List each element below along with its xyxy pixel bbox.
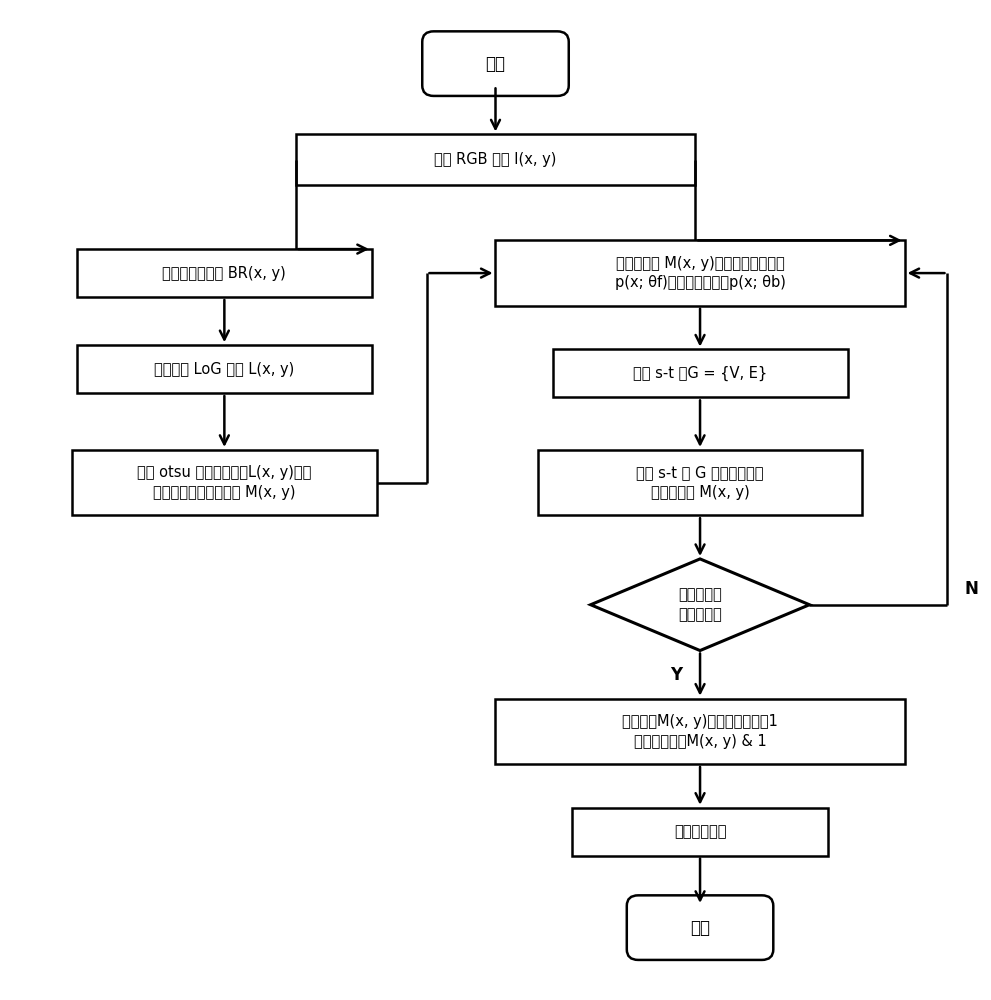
Text: 构建 s-t 图G = {V, E}: 构建 s-t 图G = {V, E} (633, 366, 767, 381)
Text: 基于 otsu 算法计算图像L(x, y)的阈
值，进而计算出标记图 M(x, y): 基于 otsu 算法计算图像L(x, y)的阈 值，进而计算出标记图 M(x, … (137, 465, 311, 500)
Bar (295, 134, 696, 185)
Text: 形态学开操作: 形态学开操作 (674, 824, 726, 839)
Text: N: N (964, 580, 978, 598)
Text: 对标记图M(x, y)的每个像素值与1
进行与运算：M(x, y) & 1: 对标记图M(x, y)的每个像素值与1 进行与运算：M(x, y) & 1 (622, 714, 778, 749)
Bar (77, 345, 372, 393)
FancyBboxPatch shape (626, 895, 773, 960)
Bar (77, 249, 372, 297)
Bar (496, 699, 905, 764)
Bar (496, 240, 905, 306)
Bar (553, 349, 847, 397)
Text: 开始: 开始 (486, 55, 505, 73)
Text: 计算 s-t 图 G 的最小割，并
更新标记图 M(x, y): 计算 s-t 图 G 的最小割，并 更新标记图 M(x, y) (636, 465, 764, 500)
Polygon shape (591, 559, 810, 651)
Bar (572, 808, 828, 856)
Text: 是否满足迭
代终止条件: 是否满足迭 代终止条件 (678, 587, 721, 622)
Text: 输入 RGB 图像 I(x, y): 输入 RGB 图像 I(x, y) (434, 152, 557, 167)
FancyBboxPatch shape (422, 31, 569, 96)
Text: 计算最大 LoG 响应 L(x, y): 计算最大 LoG 响应 L(x, y) (155, 362, 294, 377)
Text: 平滑图像并计算 BR(x, y): 平滑图像并计算 BR(x, y) (163, 266, 286, 281)
Text: Y: Y (670, 666, 683, 684)
Bar (538, 450, 862, 515)
Text: 结束: 结束 (690, 919, 710, 937)
Text: 根据标记图 M(x, y)训练前景颜色模型
p(x; θf)和背景颜色模型p(x; θb): 根据标记图 M(x, y)训练前景颜色模型 p(x; θf)和背景颜色模型p(x… (614, 256, 786, 290)
Bar (72, 450, 377, 515)
